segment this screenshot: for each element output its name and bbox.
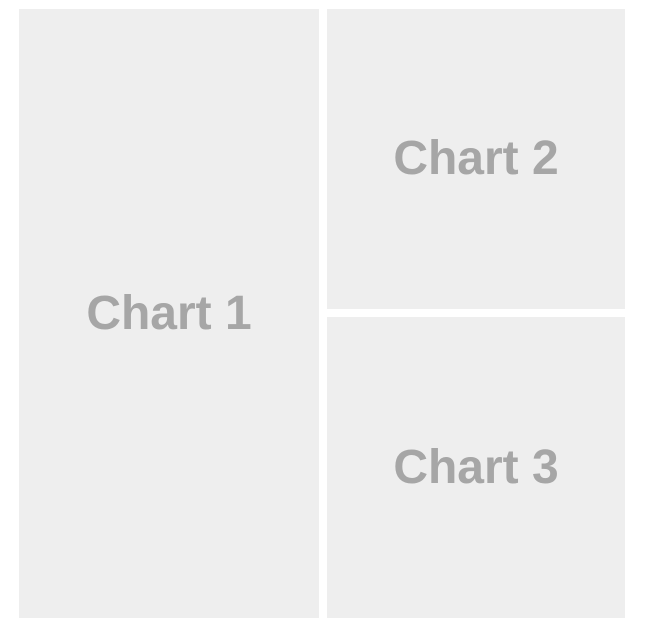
chart-placeholder-1: Chart 1: [19, 9, 319, 618]
chart-placeholder-2: Chart 2: [327, 9, 625, 309]
chart-label-1: Chart 1: [86, 286, 252, 340]
chart-label-2: Chart 2: [393, 132, 559, 185]
chart-placeholder-3: Chart 3: [327, 317, 625, 618]
chart-label-3: Chart 3: [393, 440, 559, 494]
